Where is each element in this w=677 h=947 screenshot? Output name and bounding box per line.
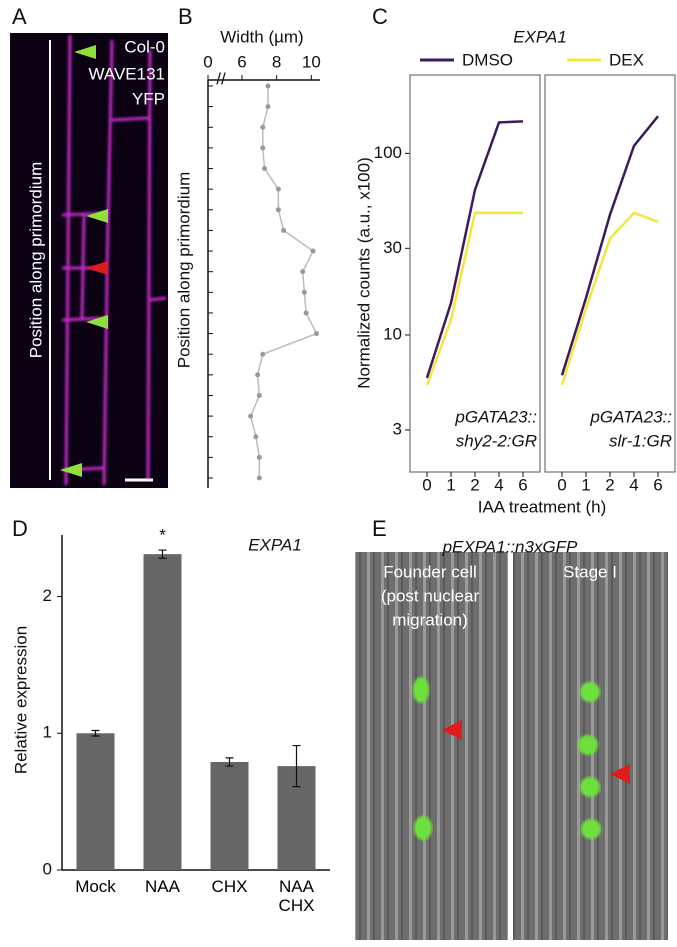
image-axis-label: Position along primordium (26, 162, 45, 359)
profile-point (262, 166, 268, 172)
annotation: * (159, 526, 166, 545)
micrograph-e (355, 552, 668, 940)
profile-point (310, 248, 316, 254)
chart-title: EXPA1 (513, 27, 567, 46)
x-tick-label: 2 (470, 475, 479, 494)
x-tick-label: 2 (605, 475, 614, 494)
x-tick-label: 6 (237, 52, 246, 71)
y-tick-label: 2 (43, 586, 52, 605)
facet-label: pGATA23:: (589, 407, 672, 426)
profile-point (275, 207, 281, 213)
image-label: WAVE131 (88, 64, 165, 83)
image-label: (post nuclear (381, 586, 480, 605)
profile-point (260, 145, 266, 151)
x-tick-label: 0 (422, 475, 431, 494)
image-label: YFP (132, 89, 165, 108)
panel-label: E (372, 516, 387, 541)
profile-point (260, 351, 266, 357)
x-tick-label: 0 (203, 52, 212, 71)
error-bar (91, 729, 100, 737)
facet-label: slr-1:GR (609, 431, 672, 450)
panel-label: A (12, 4, 27, 29)
profile-point (256, 392, 262, 398)
series-line (425, 120, 524, 379)
x-tick-label: 6 (653, 475, 662, 494)
panel-label: B (178, 4, 193, 29)
x-tick-label: 1 (446, 475, 455, 494)
facet-label: shy2-2:GR (456, 431, 537, 450)
bar (210, 761, 249, 870)
image-label: Founder cell (383, 562, 477, 581)
profile-point (256, 475, 262, 481)
y-tick-label: 1 (43, 723, 52, 742)
y-axis-title: Normalized counts (a.u., x100) (354, 157, 373, 389)
profile-point (248, 413, 254, 419)
y-axis-title: Position along primordium (174, 172, 193, 369)
x-tick-label: 8 (272, 52, 281, 71)
y-tick-label: 30 (383, 238, 402, 257)
x-axis-title: Width (µm) (220, 27, 303, 46)
y-tick-label: 100 (374, 143, 402, 162)
profile-point (260, 124, 266, 130)
x-tick-label: Mock (75, 877, 116, 896)
panel-title: pEXPA1::n3xGFP (442, 537, 578, 556)
y-tick-label: 10 (383, 324, 402, 343)
micrograph-a (10, 33, 168, 488)
x-tick-label: NAA CHX (278, 877, 315, 915)
profile-point (253, 434, 259, 440)
chart-title: EXPA1 (248, 535, 302, 554)
profile-point (300, 269, 306, 275)
x-tick-label: CHX (211, 877, 248, 896)
error-bar (225, 757, 234, 767)
bar (143, 554, 182, 870)
legend-label: DMSO (462, 50, 513, 69)
x-tick-label: 10 (302, 52, 321, 71)
profile-point (301, 289, 307, 295)
profile-point (275, 186, 281, 192)
profile-point (256, 454, 262, 460)
image-label: Stage I (563, 562, 617, 581)
series-line (560, 211, 659, 386)
facet-label: pGATA23:: (454, 407, 537, 426)
bar (76, 733, 115, 870)
x-tick-label: 4 (629, 475, 638, 494)
y-tick-label: 0 (43, 859, 52, 878)
profile-point (314, 331, 320, 337)
image-label: migration) (392, 610, 468, 629)
x-tick-label: 4 (494, 475, 503, 494)
error-bar (158, 549, 167, 559)
y-tick-label: 3 (393, 419, 402, 438)
error-bar (292, 744, 301, 788)
series-line (560, 115, 659, 376)
panel-label: D (12, 516, 28, 541)
image-label: Col-0 (124, 37, 165, 56)
x-tick-label: NAA (145, 877, 180, 896)
profile-point (281, 227, 287, 233)
series-line (425, 211, 523, 386)
x-axis-title: IAA treatment (h) (478, 497, 607, 516)
x-tick-label: 6 (518, 475, 527, 494)
y-axis-title: Relative expression (11, 626, 30, 774)
axis-break: // (216, 69, 226, 88)
profile-point (255, 372, 261, 378)
profile-point (303, 310, 309, 316)
profile-point (265, 104, 271, 110)
x-tick-label: 0 (557, 475, 566, 494)
profile-point (265, 83, 271, 89)
profile-line (249, 86, 318, 478)
legend-label: DEX (609, 50, 644, 69)
x-tick-label: 1 (581, 475, 590, 494)
panel-label: C (372, 4, 388, 29)
